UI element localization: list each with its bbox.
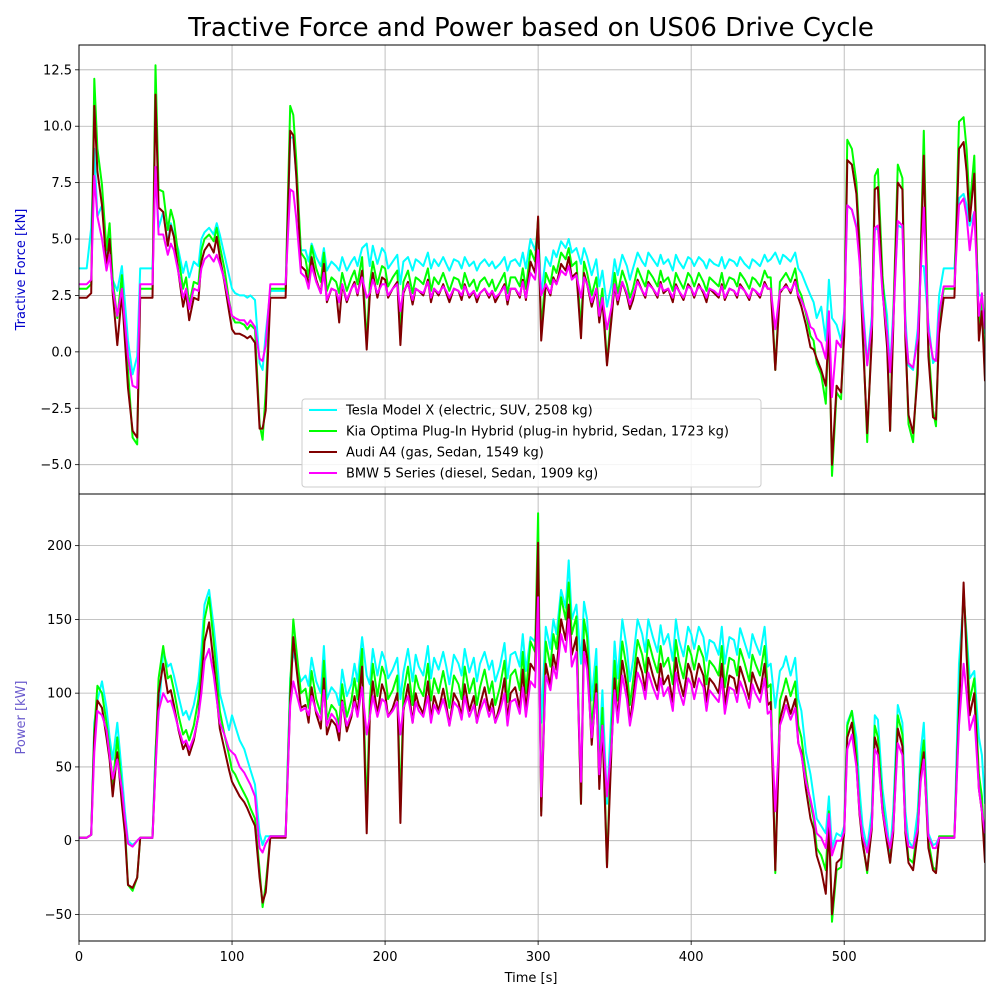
legend: Tesla Model X (electric, SUV, 2508 kg) Ki… bbox=[301, 398, 762, 488]
force-ytick-label: 7.5 bbox=[51, 176, 72, 191]
legend-entry-label: Tesla Model X (electric, SUV, 2508 kg) bbox=[345, 404, 593, 419]
x-axis-label: Time [s] bbox=[504, 971, 558, 986]
power-ytick-label: 50 bbox=[55, 760, 72, 775]
force-ytick-label: 0.0 bbox=[51, 345, 72, 360]
power-panel: −50 0 50 100 150 200 Power [kW] 0 100 200 300 400 50… bbox=[14, 493, 986, 965]
x-tick-label: 300 bbox=[526, 950, 551, 965]
power-ytick-label: −50 bbox=[45, 908, 72, 923]
force-series-line-3 bbox=[79, 165, 985, 398]
x-tick-label: 400 bbox=[679, 950, 704, 965]
power-ytick-label: 150 bbox=[47, 613, 72, 628]
power-series-group bbox=[79, 512, 985, 923]
power-series-line-3 bbox=[79, 596, 985, 857]
force-ytick-label: 12.5 bbox=[43, 63, 72, 78]
legend-entry-label: Kia Optima Plug-In Hybrid (plug-in hybri… bbox=[346, 425, 729, 440]
legend-entry-label: Audi A4 (gas, Sedan, 1549 kg) bbox=[346, 446, 544, 461]
legend-box bbox=[301, 398, 762, 488]
force-ytick-label: 10.0 bbox=[43, 120, 72, 135]
power-axes-frame bbox=[78, 493, 986, 942]
power-y-axis-label: Power [kW] bbox=[14, 681, 29, 755]
force-ytick-label: −5.0 bbox=[40, 458, 72, 473]
force-series-group bbox=[79, 64, 985, 477]
force-ytick-label: 2.5 bbox=[51, 289, 72, 304]
x-tick-label: 500 bbox=[832, 950, 857, 965]
force-ytick-label: −2.5 bbox=[40, 402, 72, 417]
chart-title: Tractive Force and Power based on US06 D… bbox=[187, 13, 874, 43]
power-ytick-label: 0 bbox=[64, 834, 72, 849]
x-tick-label: 200 bbox=[373, 950, 398, 965]
force-panel: −5.0 −2.5 0.0 2.5 5.0 7.5 10.0 12.5 Tractive For… bbox=[14, 44, 986, 495]
x-tick-label: 100 bbox=[220, 950, 245, 965]
power-ytick-label: 100 bbox=[47, 687, 72, 702]
power-ytick-label: 200 bbox=[47, 539, 72, 554]
x-tick-label: 0 bbox=[75, 950, 83, 965]
force-ytick-label: 5.0 bbox=[51, 233, 72, 248]
legend-entry-label: BMW 5 Series (diesel, Sedan, 1909 kg) bbox=[346, 467, 598, 482]
force-y-axis-label: Tractive Force [kN] bbox=[14, 209, 29, 332]
